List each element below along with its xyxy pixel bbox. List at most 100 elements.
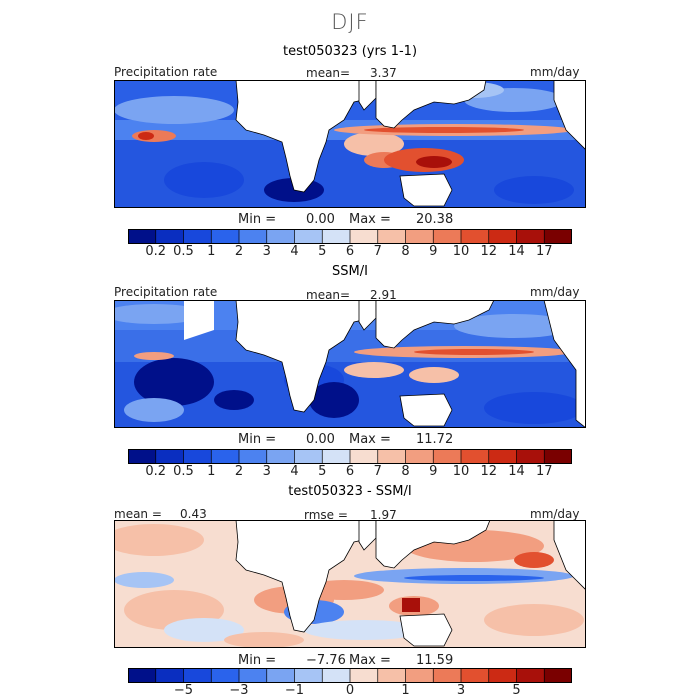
panel-1-colorbar-tick-label: 0.5 bbox=[173, 244, 194, 259]
panel-2-colorbar-tick-label: 1 bbox=[207, 464, 216, 479]
panel-1-colorbar-tick-label: 8 bbox=[401, 244, 410, 259]
colorbar-swatch bbox=[377, 668, 406, 683]
panel-1-colorbar-tick-label: 1 bbox=[207, 244, 216, 259]
panel-2-map bbox=[114, 300, 586, 428]
colorbar-swatch bbox=[266, 449, 295, 464]
panel-2-colorbar-tick-label: 12 bbox=[480, 464, 498, 479]
panel-2-min-label: Min = bbox=[238, 432, 277, 447]
colorbar-swatch bbox=[461, 449, 490, 464]
colorbar-swatch bbox=[155, 229, 184, 244]
panel-1-map bbox=[114, 80, 586, 208]
panel-2-colorbar-tick-label: 14 bbox=[508, 464, 525, 479]
panel-2-colorbar-tick-label: 10 bbox=[452, 464, 470, 479]
panel-3-colorbar-tick-label: 3 bbox=[456, 683, 466, 698]
panel-1-colorbar bbox=[128, 229, 572, 244]
panel-1-colorbar-tick-label: 10 bbox=[452, 244, 470, 259]
panel-1-max-value: 20.38 bbox=[416, 212, 454, 227]
panel-3-max-label: Max = bbox=[349, 653, 391, 668]
panel-2-colorbar-tick-label: 5 bbox=[318, 464, 327, 479]
panel-3-min-label: Min = bbox=[238, 653, 277, 668]
panel-2-mean-label: mean= bbox=[306, 288, 351, 302]
colorbar-swatch bbox=[155, 449, 184, 464]
colorbar-swatch bbox=[239, 668, 268, 683]
colorbar-swatch bbox=[128, 229, 157, 244]
panel-3-rmse-value: 1.97 bbox=[370, 508, 397, 522]
panel-1-colorbar-tick-label: 6 bbox=[345, 244, 355, 259]
panel-1-units: mm/day bbox=[530, 65, 580, 79]
colorbar-swatch bbox=[461, 229, 490, 244]
colorbar-swatch bbox=[183, 229, 212, 244]
panel-2-variable-label: Precipitation rate bbox=[114, 285, 218, 299]
panel-3-map bbox=[114, 520, 586, 648]
panel-1-mean-value: 3.37 bbox=[370, 66, 397, 80]
colorbar-swatch bbox=[544, 229, 572, 244]
colorbar-swatch bbox=[266, 229, 295, 244]
panel-1-colorbar-tick-label: 4 bbox=[290, 244, 299, 259]
panel-2-colorbar-tick-label: 9 bbox=[429, 464, 438, 479]
colorbar-frame bbox=[128, 229, 572, 244]
colorbar-swatch bbox=[488, 229, 517, 244]
panel-1-colorbar-tick-label: 9 bbox=[429, 244, 438, 259]
panel-3-colorbar-tick-label: −3 bbox=[229, 683, 249, 698]
panel-2-colorbar-tick-label: 7 bbox=[373, 464, 382, 479]
colorbar-swatch bbox=[155, 668, 184, 683]
colorbar-swatch bbox=[239, 229, 268, 244]
panel-2-units: mm/day bbox=[530, 285, 580, 299]
panel-2-colorbar-tick-label: 0.2 bbox=[145, 464, 167, 479]
colorbar-swatch bbox=[516, 229, 545, 244]
colorbar-swatch bbox=[294, 229, 323, 244]
panel-3-colorbar bbox=[128, 668, 572, 683]
panel-2-colorbar-tick-label: 6 bbox=[345, 464, 355, 479]
panel-1-max-label: Max = bbox=[349, 212, 391, 227]
panel-1-colorbar-tick-label: 17 bbox=[535, 244, 553, 259]
colorbar-swatch bbox=[322, 668, 351, 683]
colorbar-swatch bbox=[405, 229, 434, 244]
colorbar-swatch bbox=[128, 668, 157, 683]
panel-3-colorbar-tick-label: 0 bbox=[345, 683, 355, 698]
panel-1-colorbar-tick-label: 7 bbox=[373, 244, 382, 259]
panel-1-min-label: Min = bbox=[238, 212, 277, 227]
colorbar-swatch bbox=[128, 449, 157, 464]
panel-3-mean-label: mean = bbox=[114, 507, 162, 521]
colorbar-swatch bbox=[350, 229, 379, 244]
colorbar-swatch bbox=[322, 449, 351, 464]
colorbar-swatch bbox=[266, 668, 295, 683]
panel-2-max-label: Max = bbox=[349, 432, 391, 447]
colorbar-swatch bbox=[322, 229, 351, 244]
panel-3-colorbar-tick-label: −5 bbox=[173, 683, 194, 698]
panel-3-units: mm/day bbox=[530, 507, 580, 521]
colorbar-swatch bbox=[239, 449, 268, 464]
colorbar-frame bbox=[128, 449, 572, 464]
panel-1-mean-label: mean= bbox=[306, 66, 351, 80]
panel-2-colorbar bbox=[128, 449, 572, 464]
panel-1-colorbar-tick-label: 3 bbox=[262, 244, 271, 259]
colorbar-swatch bbox=[350, 449, 379, 464]
panel-3-colorbar-tick-label: −1 bbox=[284, 683, 305, 698]
panel-2-colorbar-tick-label: 0.5 bbox=[173, 464, 194, 479]
panel-2-title: SSM/I bbox=[332, 264, 368, 279]
colorbar-swatch bbox=[183, 668, 212, 683]
colorbar-swatch bbox=[405, 449, 434, 464]
colorbar-swatch bbox=[211, 229, 240, 244]
colorbar-swatch bbox=[294, 668, 323, 683]
colorbar-swatch bbox=[405, 668, 434, 683]
colorbar-swatch bbox=[294, 449, 323, 464]
colorbar-swatch bbox=[377, 449, 406, 464]
colorbar-frame bbox=[128, 668, 572, 683]
panel-1-colorbar-tick-label: 5 bbox=[318, 244, 327, 259]
colorbar-swatch bbox=[488, 668, 517, 683]
panel-3-max-value: 11.59 bbox=[416, 653, 454, 668]
panel-3-min-value: −7.76 bbox=[306, 653, 346, 668]
colorbar-swatch bbox=[488, 449, 517, 464]
colorbar-swatch bbox=[433, 229, 462, 244]
colorbar-swatch bbox=[461, 668, 490, 683]
season-title: DJF bbox=[331, 10, 369, 34]
panel-2-colorbar-tick-label: 2 bbox=[234, 464, 244, 479]
panel-3-rmse-label: rmse = bbox=[304, 508, 348, 522]
colorbar-swatch bbox=[377, 229, 406, 244]
panel-2-max-value: 11.72 bbox=[416, 432, 454, 447]
colorbar-swatch bbox=[183, 449, 212, 464]
colorbar-swatch bbox=[433, 668, 462, 683]
panel-1-title: test050323 (yrs 1-1) bbox=[282, 44, 418, 59]
panel-1-colorbar-tick-label: 2 bbox=[234, 244, 244, 259]
